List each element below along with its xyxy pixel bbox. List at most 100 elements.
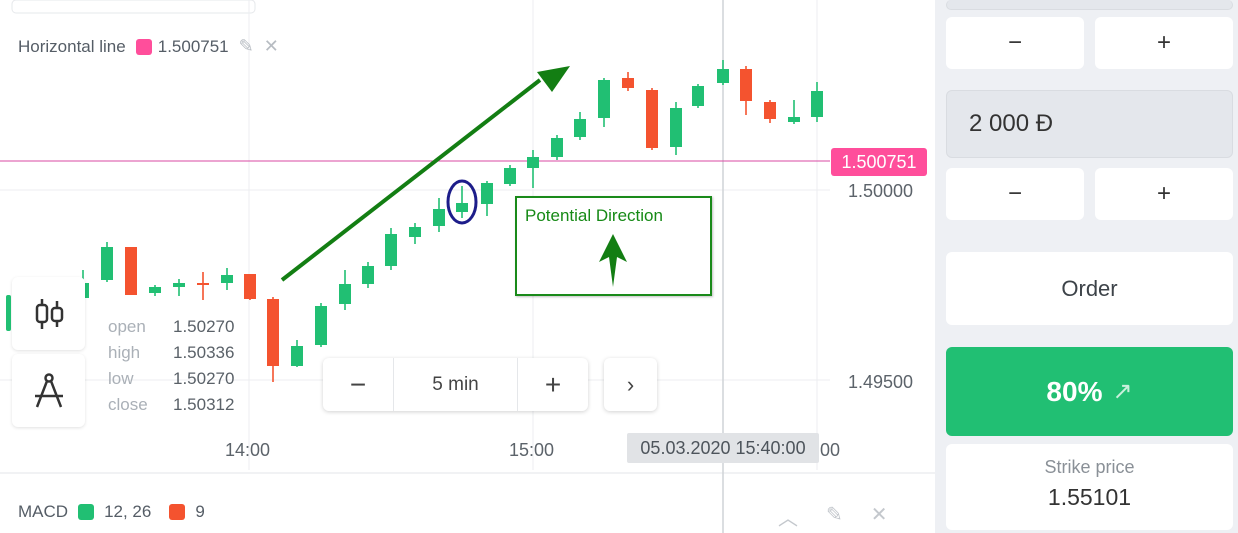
close-icon[interactable]: ✕ [870,504,888,526]
candle [385,228,397,270]
high-label: high [108,343,141,362]
candle-body [433,209,445,226]
candles [77,60,823,382]
x-label: 00 [820,440,841,460]
payout-value: 80% [1046,375,1103,407]
candle-body [646,90,658,148]
annotation-box: Potential Direction [515,196,712,296]
candle-body [788,117,800,122]
macd-label: MACD [18,502,69,521]
order-button[interactable]: Order [946,252,1233,325]
candle-body [692,86,704,106]
pencil-icon[interactable]: ✎ [826,504,843,526]
horizontal-line-legend: Horizontal line 1.500751 ✎ ✕ [18,36,279,57]
chevron-right-icon: › [626,371,635,397]
candle [717,60,729,85]
candle-body [315,306,327,345]
candle-body [125,247,137,295]
legend-label: Horizontal line [18,36,126,56]
candle-body [717,69,729,83]
legend-value: 1.500751 [157,36,229,56]
y-label: 1.50000 [848,181,914,201]
candle-body [197,283,209,285]
candle [339,270,351,310]
candle-body [622,78,634,88]
scroll-right-button[interactable]: › [604,358,657,411]
candle [670,102,682,155]
candle-body [221,275,233,283]
compass-icon [34,372,63,407]
macd-signal-swatch [169,504,186,520]
candle-body [291,346,303,366]
candle-body [764,102,776,119]
chevron-up-icon[interactable]: ︿ [778,508,798,530]
chart-area[interactable]: Horizontal line 1.500751 ✎ ✕ 1.500751 1.… [0,0,935,533]
candle-body [598,80,610,118]
candle [456,186,468,218]
price-chart[interactable] [0,0,935,533]
candle [504,165,516,186]
strike-price-label: Strike price [1044,457,1135,477]
candle-body [362,266,374,284]
candle [527,150,539,188]
crosshair-time-tag: 05.03.2020 15:40:00 [627,433,819,463]
candle [197,272,209,300]
candle-body [811,91,823,117]
candle [291,340,303,367]
candle [173,279,185,296]
candle-body [101,247,113,280]
candle [221,268,233,290]
candle-body [409,227,421,237]
candle-body [149,287,161,293]
candle [788,100,800,124]
candle [149,285,161,296]
price-tag: 1.500751 [831,148,927,176]
macd-fast-swatch [78,504,95,520]
candle [811,82,823,122]
candle-body [456,203,468,212]
candle [315,303,327,347]
amount-field[interactable]: 2 000 Đ [946,90,1233,158]
zoom-out-button[interactable]: − [349,368,367,400]
x-label: 14:00 [225,440,271,460]
amount-plus-button[interactable]: + [1095,168,1233,220]
candle [740,66,752,115]
buy-button[interactable]: 80% ↗ [946,347,1233,436]
candle-body [670,108,682,147]
candle [622,72,634,91]
trend-arrow [280,66,570,282]
arrow-up-right-icon: ↗ [1112,378,1133,405]
candle [692,84,704,108]
candle [244,274,256,300]
drawing-tool-button[interactable] [12,354,85,427]
close-icon[interactable]: ✕ [263,36,279,56]
timeframe-label[interactable]: 5 min [393,358,518,411]
zoom-in-button[interactable]: + [544,368,562,400]
candle-body [527,157,539,168]
candlestick-tool-button[interactable] [6,277,85,350]
candle [764,100,776,123]
strike-price-value: 1.55101 [1047,484,1132,510]
candle-body [740,69,752,101]
macd-controls: ︿ ✎ ✕ [778,502,888,531]
candle [481,181,493,216]
highlight-circle [446,179,478,225]
close-label: close [108,395,148,414]
candle [101,242,113,282]
candle [362,262,374,288]
ohlc-readout: open 1.50270 high 1.50336 low 1.50270 close… [108,314,234,418]
pencil-icon[interactable]: ✎ [238,36,254,56]
timeframe-control: − 5 min + [323,358,588,411]
amount-minus-button[interactable]: − [946,168,1084,220]
candle-body [339,284,351,304]
up-arrow-icon [599,234,627,287]
low-value: 1.50270 [173,369,235,388]
open-label: open [108,317,146,336]
macd-signal-value: 9 [195,502,205,521]
candle-body [551,138,563,157]
candle [574,112,586,140]
time-plus-button[interactable]: + [1095,17,1233,69]
time-minus-button[interactable]: − [946,17,1084,69]
candle [598,78,610,127]
